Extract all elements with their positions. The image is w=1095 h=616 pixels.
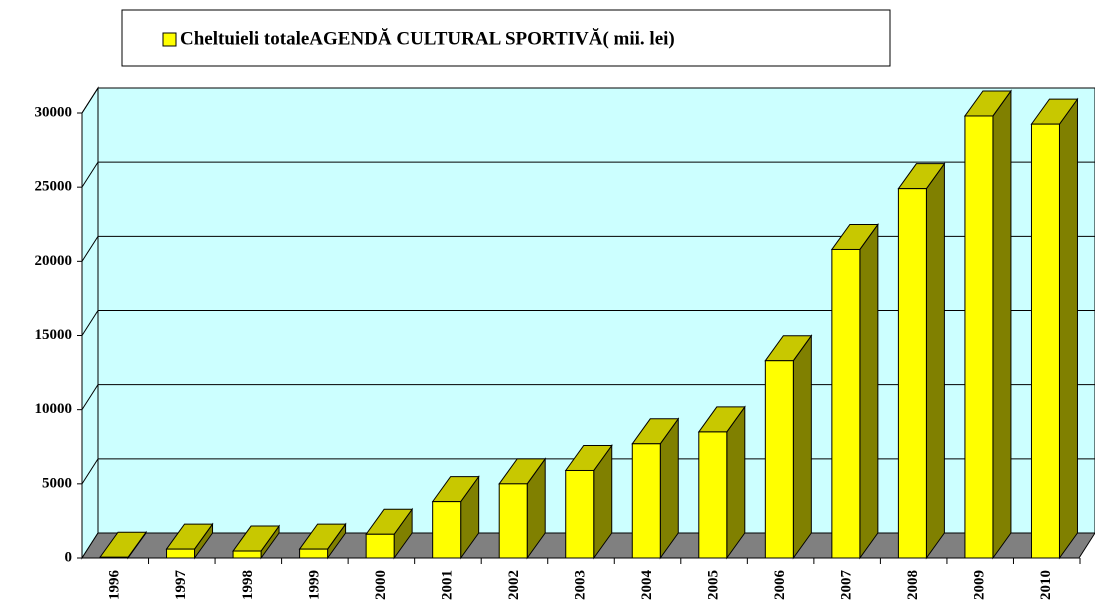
bar [698,431,728,559]
bar [964,115,994,559]
y-tick-label: 0 [65,549,73,565]
x-tick-label: 1999 [306,570,322,600]
bar-side [792,334,812,560]
y-tick-label: 5000 [42,475,72,491]
bar [1030,123,1060,559]
bar [498,483,528,559]
y-tick-label: 20000 [35,253,73,269]
bar [166,548,196,559]
x-tick-label: 2010 [1038,570,1054,600]
grid-line-side [81,87,99,114]
x-tick-label: 2008 [905,570,921,600]
bar [897,188,927,559]
x-tick-label: 1996 [107,570,123,601]
x-tick-label: 2001 [439,570,455,600]
bar [631,443,661,559]
x-tick-label: 2003 [572,570,588,600]
x-tick-label: 2000 [373,570,389,600]
bar [432,501,462,559]
legend-box [121,9,891,67]
bar [99,556,129,559]
x-tick-label: 1998 [240,570,256,600]
y-tick-label: 10000 [35,401,73,417]
bar-side [992,89,1012,560]
bar [299,548,329,559]
bar [232,550,262,559]
y-tick-label: 25000 [35,179,73,195]
legend-label: Cheltuieli totaleAGENDĂ CULTURAL SPORTIV… [180,27,675,49]
grid-line-side [81,384,99,410]
x-tick-label: 2009 [972,570,988,600]
y-tick-label: 15000 [35,327,73,343]
x-tick-label: 1997 [173,570,189,601]
bar [565,469,595,559]
bar-side [1058,97,1078,560]
bar-side [726,405,746,560]
y-tick-label: 30000 [35,104,73,120]
bar-side [859,222,879,560]
x-tick-label: 2005 [706,570,722,600]
x-tick-label: 2004 [639,570,655,601]
grid-line-side [81,458,99,485]
bar [365,533,395,559]
x-tick-label: 2007 [839,570,855,601]
grid-line-side [81,161,99,188]
bar [764,360,794,559]
bar-side [925,162,945,560]
x-tick-label: 2002 [506,570,522,600]
grid-line-side [81,310,99,336]
legend-swatch [162,32,177,47]
x-tick-label: 2006 [772,570,788,601]
grid-line-side [81,236,99,262]
bar [831,248,861,559]
